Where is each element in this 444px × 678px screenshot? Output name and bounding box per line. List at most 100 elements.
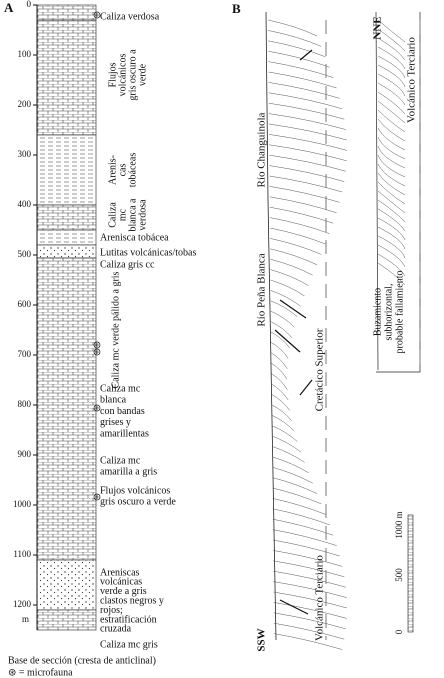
stratum	[273, 570, 346, 588]
microfauna-symbol	[93, 493, 101, 501]
panel-label: A	[4, 0, 14, 15]
stratum	[270, 248, 318, 266]
unit-label: grises y	[100, 417, 131, 428]
stratum	[267, 19, 318, 37]
unit-label: cas	[117, 164, 128, 177]
stratum	[271, 352, 288, 369]
stratum	[268, 82, 340, 99]
layer	[36, 4, 97, 21]
stratum	[269, 227, 326, 245]
note: subhorizontal,	[383, 284, 394, 341]
unit-label: m	[22, 614, 29, 624]
stratum	[377, 73, 406, 97]
stratum	[273, 612, 346, 630]
unit-label: verdosa	[137, 199, 148, 231]
fault	[299, 379, 313, 396]
stratum	[272, 477, 318, 494]
layer	[36, 19, 97, 136]
stratum	[273, 622, 345, 640]
stratum	[269, 206, 334, 224]
stratum	[377, 145, 406, 169]
stratum	[377, 46, 406, 70]
unit-label: Caliza mc gris	[100, 639, 158, 650]
stratum	[377, 190, 406, 214]
tick-label: 800	[18, 399, 32, 409]
unit-label: Areniscas	[100, 567, 140, 578]
stratum	[271, 425, 298, 442]
stratum	[272, 456, 309, 474]
fault	[299, 49, 313, 61]
stratum	[271, 373, 288, 390]
cross-section: Río Changuinola Río Peña Blanca Cretácico …	[256, 11, 421, 652]
stratum	[268, 113, 346, 130]
layer	[36, 204, 97, 231]
microfauna-symbol	[95, 350, 99, 354]
note: probable fallamiento	[394, 270, 405, 353]
tick-label: 400	[18, 199, 32, 209]
unit-label: Caliza gris cc	[100, 259, 155, 270]
stratum	[273, 591, 348, 609]
stratum	[273, 581, 347, 598]
stratum	[377, 244, 406, 268]
stratum	[268, 61, 334, 78]
stratum	[377, 136, 406, 160]
unit-label: Arenis-	[107, 155, 118, 185]
unit-label: Lutitas volcánicas/tobas	[100, 247, 196, 258]
stratum	[272, 529, 337, 546]
stratum	[377, 217, 406, 241]
stratum	[270, 342, 289, 359]
unit-label: Caliza mc	[100, 455, 141, 466]
scale-label: 500	[394, 568, 404, 582]
panel-label: B	[232, 1, 241, 16]
stratum	[270, 269, 309, 286]
stratum	[377, 19, 406, 43]
stratum	[271, 435, 301, 453]
stratum	[377, 64, 406, 88]
stratum	[377, 262, 406, 286]
stratum	[377, 199, 406, 223]
stratum	[377, 253, 406, 277]
tick-label: 900	[18, 449, 32, 459]
microfauna-symbol	[95, 13, 99, 17]
layer	[36, 244, 97, 259]
tick-label: 0	[27, 0, 32, 9]
stratum	[269, 144, 347, 162]
stratum	[268, 30, 322, 47]
unit-label: estratificación	[100, 614, 157, 625]
scale-bar	[407, 514, 414, 633]
fault	[279, 599, 309, 615]
stratum	[377, 208, 406, 232]
microfauna-symbol	[93, 341, 101, 349]
unit-label: Caliza verdosa	[100, 11, 160, 22]
tick-label: 100	[18, 49, 32, 59]
stratum	[268, 71, 337, 89]
layer	[36, 134, 97, 206]
stratum	[377, 82, 406, 106]
stratum	[377, 172, 406, 196]
unit-label: con bandas	[100, 406, 145, 417]
microfauna-symbol	[93, 404, 101, 412]
layer	[36, 229, 97, 246]
tick-label: 700	[18, 349, 32, 359]
unit-label: Flujos volcánicos	[100, 485, 170, 496]
unit-label: verde	[137, 63, 148, 86]
stratum	[271, 414, 295, 432]
unit-label: Caliza mc verde pálido a gris	[110, 271, 121, 388]
stratum	[377, 118, 406, 142]
stratum	[377, 163, 406, 187]
unit-label: blanca a	[127, 198, 138, 232]
layer	[36, 559, 97, 611]
unit-label: volcánicas	[100, 577, 142, 588]
unit-label: tobáceas	[127, 153, 138, 188]
stratum	[268, 123, 347, 141]
stratum	[377, 109, 406, 133]
stratum	[271, 394, 290, 411]
stratum	[272, 466, 313, 484]
stratum	[377, 235, 406, 259]
stratum	[273, 633, 343, 650]
section-label: Volcánico Terciario	[406, 37, 418, 123]
unit-label: verde a gris	[100, 586, 147, 597]
stratum	[269, 165, 345, 182]
section-label: Volcánico Terciario	[314, 555, 326, 641]
stratum	[377, 127, 406, 151]
